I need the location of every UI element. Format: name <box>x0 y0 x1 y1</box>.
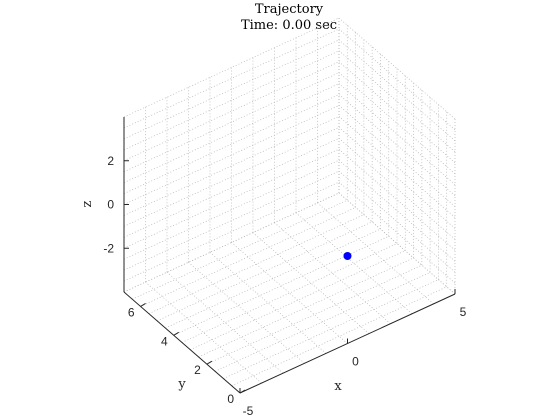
tick-mark <box>206 360 213 365</box>
grid-line <box>338 50 456 153</box>
y-tick-label: 6 <box>128 305 135 319</box>
grid-line <box>166 271 284 374</box>
grid-line <box>338 61 456 164</box>
grid-lines <box>123 17 456 394</box>
grid-line <box>198 257 414 358</box>
grid-line <box>123 39 340 140</box>
grid-line <box>231 286 447 387</box>
grid-line <box>181 243 398 343</box>
x-tick-label: 0 <box>352 355 359 369</box>
grid-line <box>252 232 370 334</box>
tick-labels: -5 0 5 0 2 4 6 -2 0 2 <box>103 154 466 418</box>
grid-line <box>165 228 381 329</box>
grid-line <box>132 199 348 300</box>
chart-title: Trajectory <box>255 2 324 17</box>
x-tick-label: 5 <box>460 305 467 319</box>
grid-line <box>156 221 373 322</box>
grid-line <box>123 17 340 118</box>
grid-line <box>173 235 389 336</box>
x-axis-label: x <box>334 379 342 394</box>
grid-line <box>123 83 340 183</box>
grid-line <box>123 28 340 129</box>
chart-subtitle: Time: 0.00 sec <box>241 18 337 33</box>
grid-line <box>123 192 340 293</box>
grid-line <box>223 279 439 379</box>
tick-mark <box>239 389 246 394</box>
tick-mark <box>140 302 146 307</box>
grid-line <box>209 252 327 354</box>
grid-line <box>123 50 340 151</box>
grid-line <box>123 170 340 271</box>
y-axis-line <box>123 291 241 394</box>
x-tick-label: -5 <box>243 404 254 418</box>
grid-line <box>123 127 340 227</box>
grid-line <box>338 181 456 284</box>
grid-line <box>123 61 340 162</box>
grid-line <box>145 281 262 384</box>
grid-line <box>206 264 423 365</box>
grid-line <box>123 137 340 238</box>
z-tick-label: 0 <box>107 198 114 212</box>
grid-line <box>338 159 456 262</box>
z-tick-label: 2 <box>107 154 114 168</box>
axes <box>123 117 456 394</box>
grid-line <box>338 148 456 251</box>
grid-line <box>123 105 340 205</box>
grid-line <box>188 262 305 364</box>
y-tick-label: 4 <box>161 334 168 348</box>
grid-line <box>123 181 340 282</box>
grid-line <box>190 250 406 351</box>
grid-line <box>123 94 340 194</box>
trajectory-point <box>343 252 352 260</box>
grid-line <box>123 148 340 249</box>
data-points <box>343 252 352 260</box>
z-axis-label: z <box>80 200 95 207</box>
grid-line <box>231 242 348 344</box>
grid-line <box>214 272 431 372</box>
z-tick-label: -2 <box>103 241 114 255</box>
grid-line <box>338 28 456 131</box>
grid-line <box>140 207 356 307</box>
y-axis-label: y <box>177 377 186 392</box>
grid-line <box>123 159 340 260</box>
y-tick-label: 0 <box>227 392 234 406</box>
grid-line <box>123 72 340 173</box>
y-tick-label: 2 <box>194 363 201 377</box>
grid-line <box>123 116 340 216</box>
grid-line <box>148 214 365 314</box>
tick-mark <box>173 331 179 336</box>
